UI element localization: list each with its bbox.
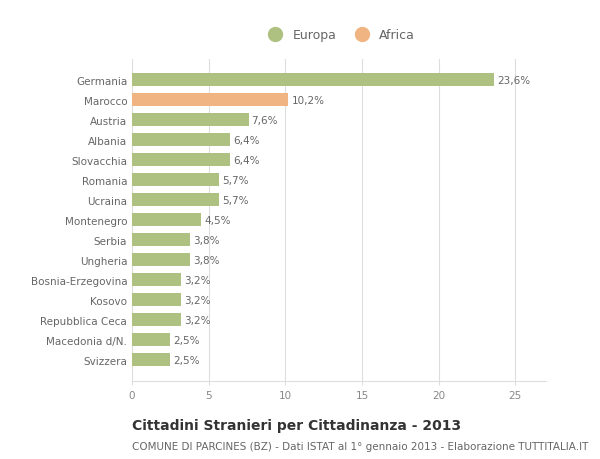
Bar (132, 74, 494, 87)
Legend: Europa, Africa: Europa, Africa (258, 24, 420, 47)
Bar (132, 134, 230, 147)
Text: 7,6%: 7,6% (251, 116, 278, 126)
Bar (132, 353, 170, 366)
Text: 23,6%: 23,6% (497, 76, 530, 86)
Text: 10,2%: 10,2% (292, 96, 325, 106)
Text: Cittadini Stranieri per Cittadinanza - 2013: Cittadini Stranieri per Cittadinanza - 2… (132, 418, 461, 431)
Bar (132, 234, 190, 247)
Bar (132, 194, 220, 207)
Text: 4,5%: 4,5% (204, 215, 230, 225)
Bar (132, 94, 289, 107)
Text: 3,2%: 3,2% (184, 275, 211, 285)
Text: 3,8%: 3,8% (193, 255, 220, 265)
Bar (132, 313, 181, 326)
Text: 3,8%: 3,8% (193, 235, 220, 245)
Bar (132, 334, 170, 347)
Text: 5,7%: 5,7% (223, 175, 249, 185)
Bar (132, 174, 220, 187)
Text: 6,4%: 6,4% (233, 135, 260, 146)
Text: COMUNE DI PARCINES (BZ) - Dati ISTAT al 1° gennaio 2013 - Elaborazione TUTTITALI: COMUNE DI PARCINES (BZ) - Dati ISTAT al … (132, 441, 589, 451)
Bar (132, 154, 230, 167)
Bar (132, 114, 248, 127)
Bar (132, 214, 201, 227)
Bar (132, 274, 181, 286)
Text: 6,4%: 6,4% (233, 156, 260, 166)
Text: 5,7%: 5,7% (223, 196, 249, 205)
Bar (132, 254, 190, 267)
Text: 3,2%: 3,2% (184, 295, 211, 305)
Text: 2,5%: 2,5% (173, 355, 200, 365)
Text: 2,5%: 2,5% (173, 335, 200, 345)
Text: 3,2%: 3,2% (184, 315, 211, 325)
Bar (132, 294, 181, 307)
